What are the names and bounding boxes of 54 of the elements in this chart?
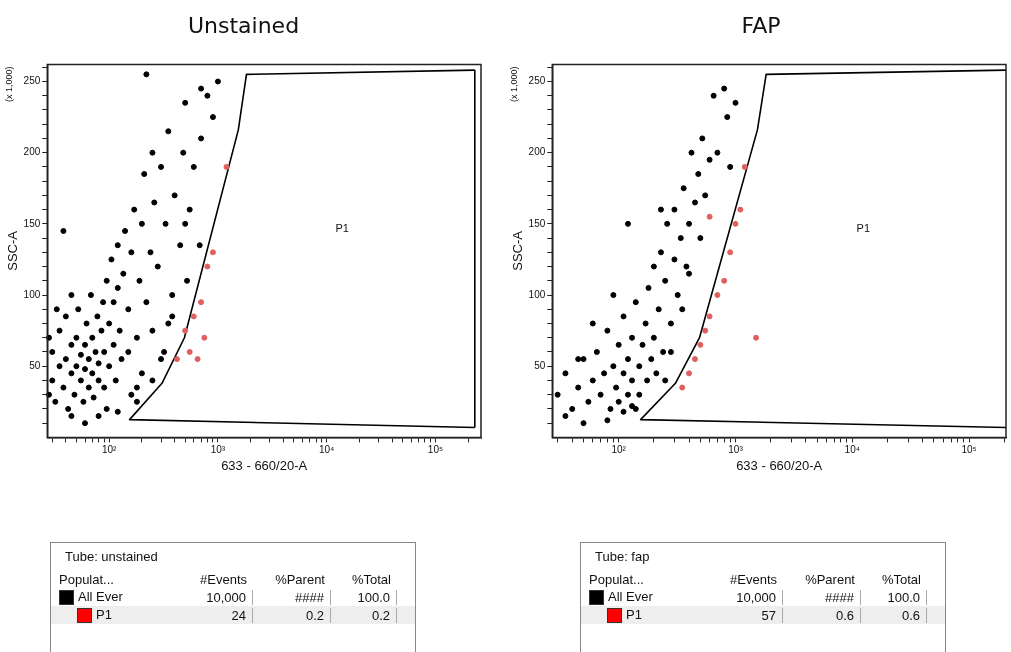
x-tick-label: 10⁵ <box>427 444 444 456</box>
y-tick-label: 200 <box>23 146 41 158</box>
text: Populat... <box>589 571 644 587</box>
x-tick-label: 10⁴ <box>318 444 335 456</box>
text: %Total <box>881 571 921 587</box>
y-tick-label: 150 <box>23 217 41 229</box>
text: 57 <box>761 607 776 623</box>
text: 100.0 <box>357 589 390 605</box>
y-axis-title: SSC-A <box>5 230 21 271</box>
text: All Ever <box>608 588 653 604</box>
text: P1 <box>626 606 642 622</box>
text: 100.0 <box>887 589 920 605</box>
text: 0.6 <box>835 607 854 623</box>
text: 0.2 <box>371 607 390 623</box>
text: #Events <box>730 571 777 587</box>
text: Tube: fap <box>594 548 651 566</box>
text: All Ever <box>78 588 123 604</box>
annotation: P1 <box>856 221 871 234</box>
y-tick-label: 250 <box>528 75 546 87</box>
text: Tube: unstained <box>64 548 159 566</box>
x-tick-label: 10² <box>101 444 118 456</box>
chart-title: FAP <box>741 12 781 38</box>
y-axis-title: SSC-A <box>510 230 526 271</box>
annotation: P1 <box>335 221 349 234</box>
text: (x 1,000) <box>508 66 519 102</box>
x-tick-label: 10⁴ <box>844 444 861 456</box>
text: 10,000 <box>736 589 776 605</box>
text: %Total <box>351 571 391 587</box>
y-tick-label: 100 <box>528 288 546 300</box>
y-tick-label: 250 <box>23 75 41 87</box>
y-tick-label: 50 <box>534 359 546 371</box>
x-tick-label: 10³ <box>210 444 226 456</box>
text: %Parent <box>275 571 325 587</box>
text: %Parent <box>805 571 855 587</box>
x-axis-title: 633 - 660/20-A <box>736 457 823 473</box>
text: 0.6 <box>901 607 920 623</box>
text: 10,000 <box>206 589 246 605</box>
y-tick-label: 200 <box>528 146 546 158</box>
x-axis-title: 633 - 660/20-A <box>221 457 308 473</box>
x-tick-label: 10² <box>611 444 627 456</box>
text: #### <box>825 589 854 605</box>
text: #Events <box>200 571 247 587</box>
y-tick-label: 50 <box>29 359 41 371</box>
x-tick-label: 10⁵ <box>961 444 977 456</box>
x-tick-label: 10³ <box>728 444 744 456</box>
text: (x 1,000) <box>3 66 14 102</box>
text: #### <box>295 589 324 605</box>
y-tick-label: 150 <box>528 217 546 229</box>
y-tick-label: 100 <box>23 288 41 300</box>
chart-title: Unstained <box>187 12 300 38</box>
text: 0.2 <box>305 607 324 623</box>
text: Populat... <box>59 571 114 587</box>
text: 24 <box>231 607 246 623</box>
text: P1 <box>96 606 112 622</box>
